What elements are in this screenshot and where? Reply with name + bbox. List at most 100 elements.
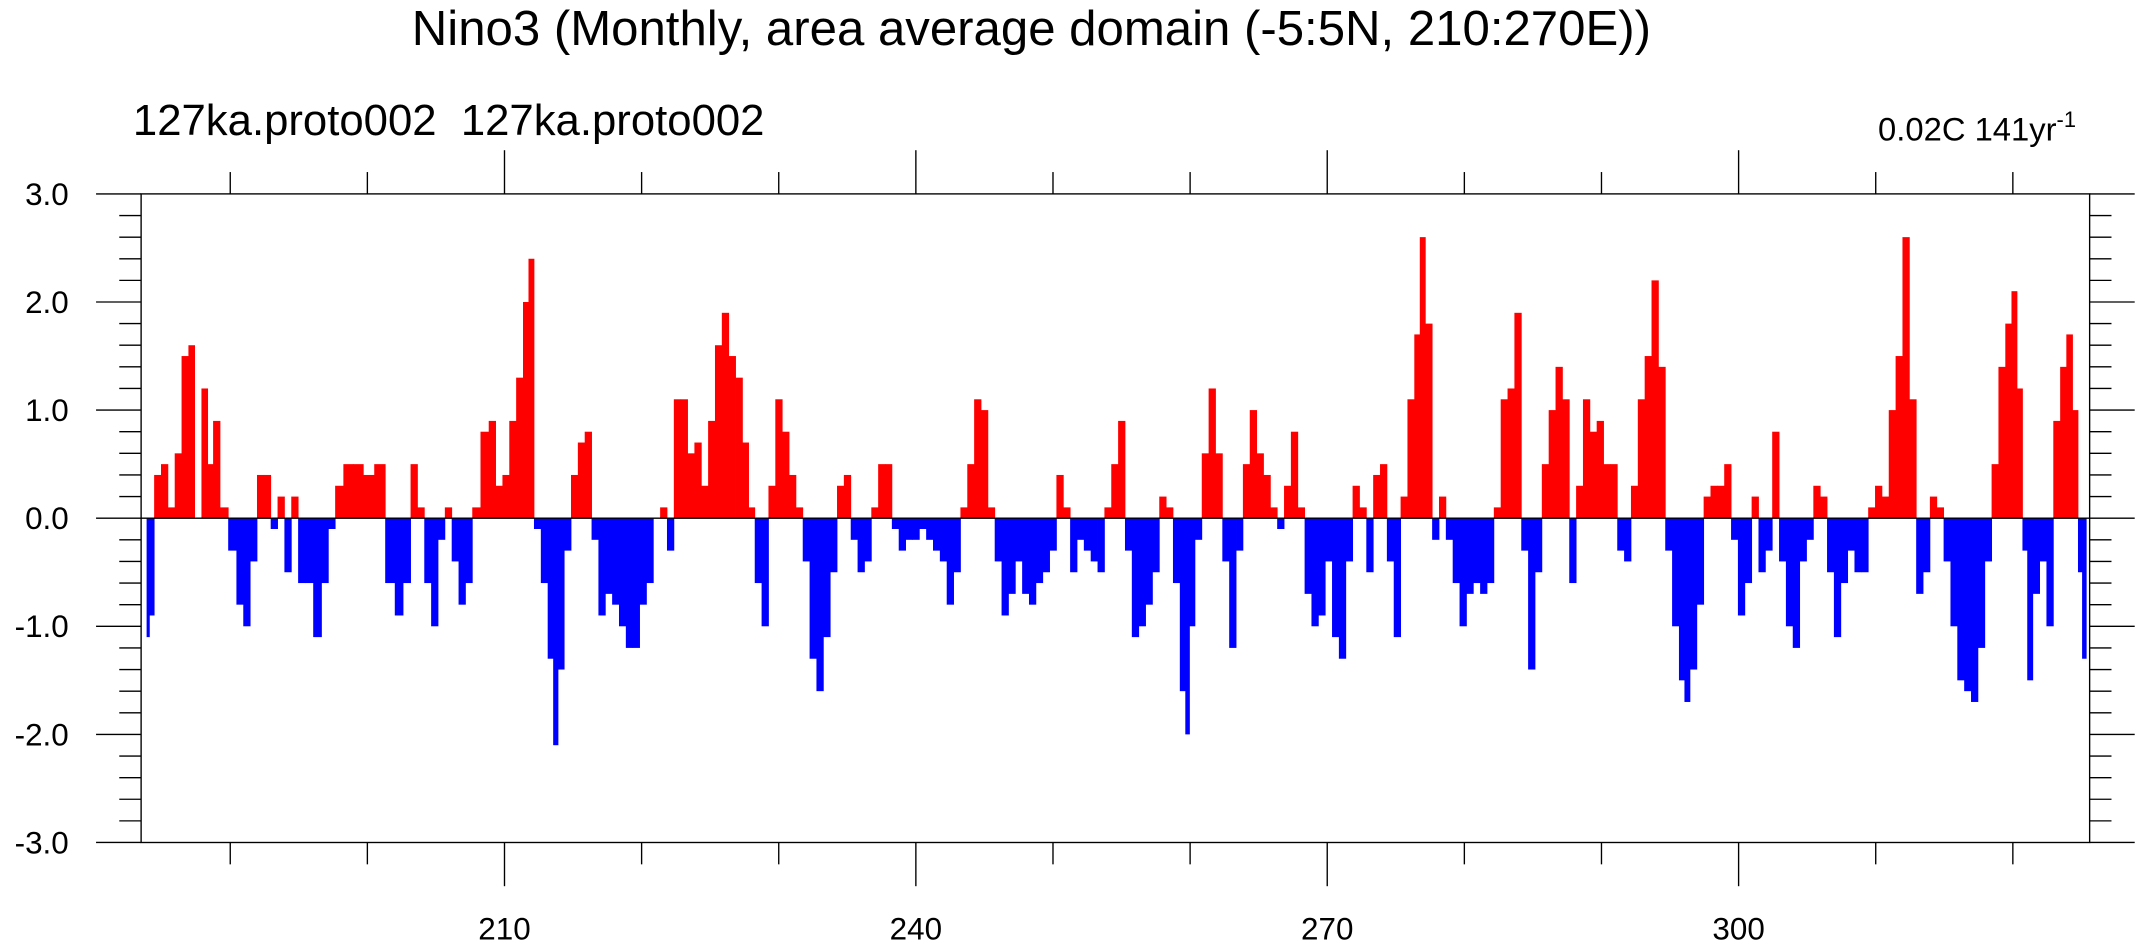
bar xyxy=(1737,518,1746,616)
bar xyxy=(374,464,386,519)
bar xyxy=(540,518,549,584)
bar xyxy=(1090,518,1098,562)
bar xyxy=(735,377,743,519)
bar xyxy=(1923,518,1931,573)
bar xyxy=(313,518,322,638)
bar xyxy=(802,518,811,562)
bar xyxy=(1480,518,1488,594)
bar xyxy=(564,518,572,551)
bar xyxy=(878,464,886,519)
bar xyxy=(953,518,961,573)
bar xyxy=(1166,507,1174,519)
bar xyxy=(1297,507,1306,519)
bar xyxy=(1916,518,1924,594)
x-tick-label: 240 xyxy=(890,911,942,946)
bar xyxy=(1345,518,1354,562)
chart-title: Nino3 (Monthly, area average domain (-5:… xyxy=(412,2,1651,56)
bar xyxy=(1534,518,1543,573)
bar xyxy=(1521,518,1529,551)
bar xyxy=(1152,518,1160,573)
bar xyxy=(495,485,503,519)
bar xyxy=(1131,518,1140,638)
bar xyxy=(1459,518,1467,627)
bar xyxy=(410,464,418,519)
bar xyxy=(1414,334,1421,519)
bar xyxy=(708,420,716,519)
bar xyxy=(1015,518,1023,562)
bar xyxy=(188,345,196,519)
bar xyxy=(1118,420,1126,519)
bar xyxy=(1765,518,1773,551)
bar xyxy=(291,496,299,519)
bar xyxy=(352,464,364,519)
bar xyxy=(1717,485,1725,519)
bar xyxy=(1943,518,1951,562)
bar xyxy=(509,420,517,519)
bar xyxy=(912,518,920,540)
bar xyxy=(673,399,682,519)
bar xyxy=(1644,356,1652,519)
bar xyxy=(1386,518,1395,562)
bar xyxy=(591,518,599,540)
bar xyxy=(837,485,845,519)
bar xyxy=(1194,518,1203,540)
bar xyxy=(748,507,756,519)
bar xyxy=(1076,518,1085,540)
bar xyxy=(1658,366,1666,519)
bar xyxy=(465,518,473,584)
bar xyxy=(270,518,278,530)
bar xyxy=(1473,518,1481,584)
bar xyxy=(1222,518,1230,562)
bar xyxy=(1111,464,1119,519)
bar xyxy=(256,474,265,519)
bar xyxy=(451,518,459,562)
bar xyxy=(1861,518,1869,573)
bar xyxy=(1242,464,1251,519)
bar xyxy=(1792,518,1801,648)
bar xyxy=(2039,518,2047,562)
bar xyxy=(795,507,804,519)
bar xyxy=(1617,518,1625,551)
bar xyxy=(1500,399,1508,519)
bar xyxy=(424,518,432,584)
x-tick-label: 300 xyxy=(1712,911,1764,946)
bar xyxy=(174,453,182,519)
bar xyxy=(1049,518,1057,551)
bar xyxy=(1909,399,1917,519)
bar xyxy=(1325,518,1333,562)
bar xyxy=(1256,453,1264,519)
bar xyxy=(926,518,934,540)
bar xyxy=(666,518,675,551)
bar xyxy=(1407,399,1415,519)
bar xyxy=(154,474,162,519)
y-tick-label: 1.0 xyxy=(25,393,69,428)
bar xyxy=(1277,518,1285,530)
bar xyxy=(1678,518,1685,681)
bar xyxy=(1284,485,1292,519)
bar xyxy=(1263,474,1271,519)
bar xyxy=(1929,496,1938,519)
bar xyxy=(1665,518,1673,551)
bar xyxy=(1083,518,1092,551)
bar xyxy=(1957,518,1965,681)
bar xyxy=(343,464,354,519)
bar xyxy=(789,474,797,519)
bar xyxy=(1703,496,1711,519)
bar xyxy=(335,485,344,519)
bar xyxy=(1984,518,1993,562)
y-tick-label: 3.0 xyxy=(25,177,69,212)
bar xyxy=(857,518,865,573)
bar xyxy=(1338,518,1347,659)
bar xyxy=(612,518,620,605)
bar xyxy=(1042,518,1050,573)
bar xyxy=(694,442,702,519)
bar xyxy=(1172,518,1181,584)
bar xyxy=(632,518,640,648)
bar xyxy=(605,518,613,594)
bar xyxy=(304,518,314,584)
bar xyxy=(201,388,209,519)
bar xyxy=(1813,485,1821,519)
bar xyxy=(646,518,654,584)
bar xyxy=(213,420,221,519)
